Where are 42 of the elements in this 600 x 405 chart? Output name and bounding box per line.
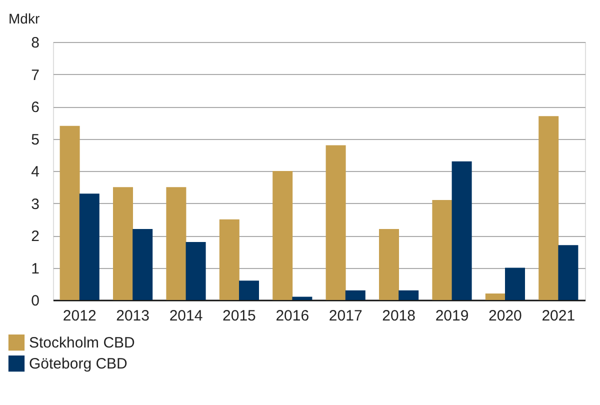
bar: [79, 194, 100, 300]
bar: [379, 229, 399, 300]
x-tick-label: 2020: [488, 308, 522, 324]
x-tick-label: 2012: [62, 308, 96, 324]
x-tick-label: 2021: [542, 308, 576, 324]
bar: [292, 296, 312, 300]
x-tick-label: 2016: [276, 308, 310, 324]
bar: [485, 294, 506, 300]
x-tick-label: 2013: [116, 308, 150, 324]
bar: [326, 145, 346, 300]
x-tick-label: 2019: [435, 308, 469, 324]
bar: [398, 290, 419, 300]
y-tick-label: 1: [31, 260, 40, 278]
y-tick-label: 3: [31, 196, 40, 213]
bar: [452, 161, 472, 300]
y-tick-label: 0: [31, 292, 40, 310]
x-tick-label: 2015: [222, 308, 256, 324]
bar: [345, 290, 366, 300]
x-tick-label: 2017: [328, 308, 362, 324]
bar: [60, 126, 80, 300]
bar: [432, 200, 452, 300]
y-axis-title: Mdkr: [8, 10, 40, 26]
bar: [219, 219, 240, 300]
bar: [132, 229, 153, 300]
y-tick-label: 7: [31, 66, 40, 84]
bar: [186, 242, 206, 300]
bar: [113, 187, 133, 300]
bar: [239, 280, 259, 300]
bar: [166, 187, 186, 300]
x-tick-label: 2018: [382, 308, 416, 324]
y-tick-label: 4: [31, 164, 40, 180]
bar: [272, 171, 293, 300]
bar: [538, 116, 559, 300]
y-tick-label: 8: [31, 34, 40, 52]
y-tick-label: 5: [31, 131, 40, 148]
y-tick-label: 6: [31, 99, 40, 116]
legend-label: Stockholm CBD: [29, 334, 136, 352]
x-tick-label: 2014: [169, 308, 203, 324]
y-tick-label: 2: [31, 228, 40, 245]
bar: [505, 268, 525, 300]
legend-label: Göteborg CBD: [29, 356, 128, 372]
bar: [558, 245, 578, 300]
